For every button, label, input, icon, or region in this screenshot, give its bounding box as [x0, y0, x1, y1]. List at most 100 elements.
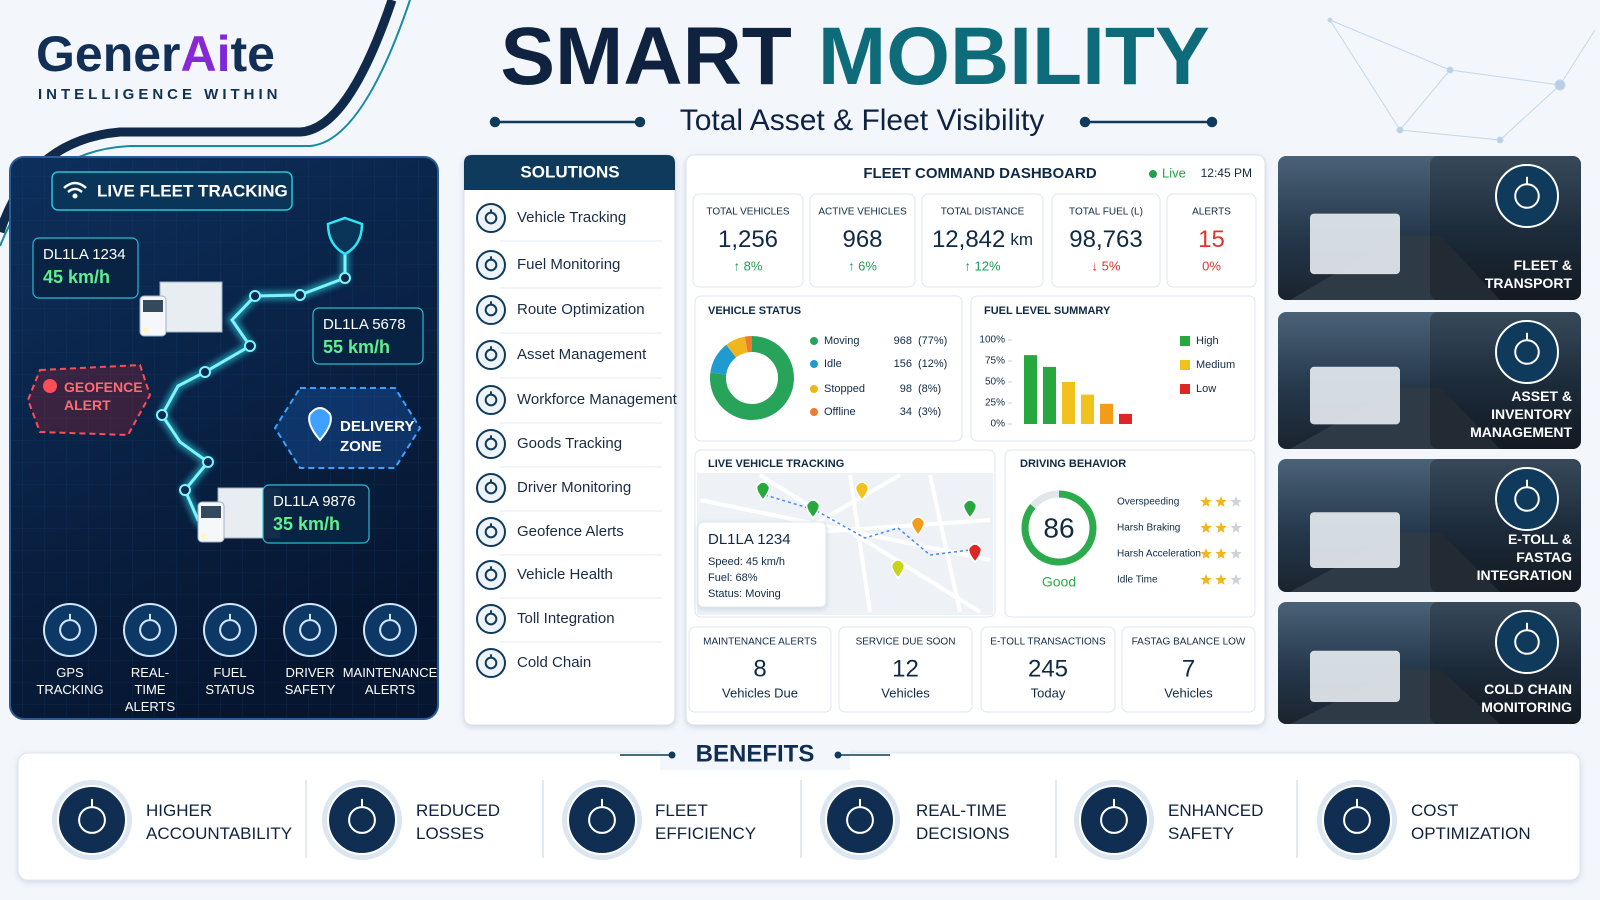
summary-unit: Today: [1031, 685, 1066, 700]
legend-label: Offline: [824, 406, 856, 418]
route-node: [156, 409, 168, 421]
legend-share: (77%): [918, 335, 947, 347]
solution-icon: [476, 473, 506, 503]
kpi-change: ↑ 12%: [964, 258, 1001, 273]
icon-ring: [476, 473, 506, 503]
summary-unit: Vehicles Due: [722, 685, 798, 700]
subtitle-rule: [489, 116, 1218, 128]
title-dot: [668, 751, 676, 759]
star-filled: [1215, 548, 1227, 559]
vehicle-id: DL1LA 1234: [43, 246, 126, 263]
feature-label: FUEL STATUS: [205, 665, 255, 697]
title-part: SMART: [500, 11, 792, 102]
solutions-title: SOLUTIONS: [520, 162, 619, 181]
route-node: [202, 456, 214, 468]
logo-part: Gener: [36, 26, 181, 82]
benefit-label: ENHANCED SAFETY: [1168, 801, 1264, 843]
headlight: [201, 533, 207, 539]
benefits-title-bg: [660, 740, 850, 770]
legend-value: 98: [900, 383, 912, 395]
solution-icon: [476, 648, 506, 678]
icon-ring: [476, 604, 506, 634]
kpi-number: 1,256: [718, 226, 778, 253]
pin-icon: [43, 379, 57, 393]
logo-tagline: INTELLIGENCE WITHIN: [38, 86, 282, 103]
vehicle-tag: [262, 484, 370, 544]
legend-label: Stopped: [824, 383, 865, 395]
chart-title: VEHICLE STATUS: [708, 305, 801, 317]
y-tick-label: 50%: [985, 377, 1005, 388]
solution-item: Workforce Management: [517, 391, 678, 408]
kpi-label: ALERTS: [1192, 207, 1231, 218]
donut-segment: [710, 336, 794, 420]
star-empty: [1230, 548, 1242, 559]
page-subtitle: Total Asset & Fleet Visibility: [680, 104, 1045, 137]
summary-label: E-TOLL TRANSACTIONS: [990, 637, 1106, 648]
map-pin: [910, 516, 926, 537]
legend-share: (8%): [918, 383, 941, 395]
bar: [1024, 355, 1037, 424]
info-card: [697, 521, 827, 608]
donut-segment: [726, 336, 749, 358]
icon-ring: [1322, 785, 1392, 855]
truck: [139, 281, 223, 337]
feature-label: DRIVER SAFETY: [284, 665, 336, 697]
solution-item: Driver Monitoring: [517, 479, 631, 496]
legend-label: High: [1196, 335, 1219, 347]
summary-card: [838, 626, 973, 713]
map-pin: [967, 543, 983, 564]
icon-ring: [1495, 320, 1559, 384]
logo-highlight: Ai: [181, 26, 231, 82]
info-card-line: Fuel: 68%: [708, 572, 758, 584]
kpi-number: 15: [1198, 226, 1225, 253]
info-card-title: DL1LA 1234: [708, 531, 791, 548]
info-card-line: Speed: 45 km/h: [708, 556, 785, 568]
capability-title: ASSET & INVENTORY MANAGEMENT: [1470, 388, 1572, 440]
summary-unit: Vehicles: [881, 685, 930, 700]
solution-item: Toll Integration: [517, 610, 615, 627]
kpi-value: 12,842 km: [932, 226, 1033, 253]
kpi-value: 15: [1198, 226, 1225, 253]
solution-icon: [476, 295, 506, 325]
title-dot: [834, 751, 842, 759]
solution-item: Vehicle Tracking: [517, 209, 626, 226]
kpi-card: [1166, 193, 1257, 288]
behavior-name: Harsh Braking: [1117, 523, 1180, 534]
vehicle-tag: [312, 307, 424, 365]
icon-ring: [1495, 467, 1559, 531]
route: [160, 250, 347, 537]
vehicle-speed: 45 km/h: [43, 267, 110, 287]
kpi-change: ↑ 6%: [848, 258, 877, 273]
benefit-label: COST OPTIMIZATION: [1411, 801, 1531, 843]
route-node: [249, 290, 261, 302]
pin-icon: [308, 407, 332, 442]
benefits-title: BENEFITS: [696, 740, 815, 767]
dashboard-title: FLEET COMMAND DASHBOARD: [863, 165, 1096, 182]
icon-ring: [567, 785, 637, 855]
kpi-label: TOTAL VEHICLES: [706, 207, 790, 218]
legend-swatch: [810, 337, 818, 345]
geofence-zone: [26, 363, 152, 437]
behavior-name: Overspeeding: [1117, 497, 1179, 508]
summary-value: 12: [892, 655, 919, 682]
icon-ring: [476, 203, 506, 233]
icon-ring: [476, 560, 506, 590]
solution-item: Route Optimization: [517, 301, 645, 318]
donut-segment: [710, 344, 737, 376]
badge-text: LIVE FLEET TRACKING: [97, 181, 288, 200]
route-node: [339, 272, 351, 284]
summary-label: MAINTENANCE ALERTS: [703, 637, 817, 648]
capability-icon: [1495, 610, 1559, 674]
kpi-label: TOTAL DISTANCE: [941, 207, 1025, 218]
legend-label: Medium: [1196, 359, 1235, 371]
icon-ring: [476, 385, 506, 415]
legend-label: Moving: [824, 335, 859, 347]
capability-card: [1278, 459, 1581, 592]
solution-icon: [476, 250, 506, 280]
title-part: MOBILITY: [818, 11, 1210, 102]
capability-icon: [1495, 320, 1559, 384]
icon-ring: [476, 340, 506, 370]
solution-icon: [476, 429, 506, 459]
star-empty: [1230, 522, 1242, 533]
truck-window: [143, 300, 163, 312]
